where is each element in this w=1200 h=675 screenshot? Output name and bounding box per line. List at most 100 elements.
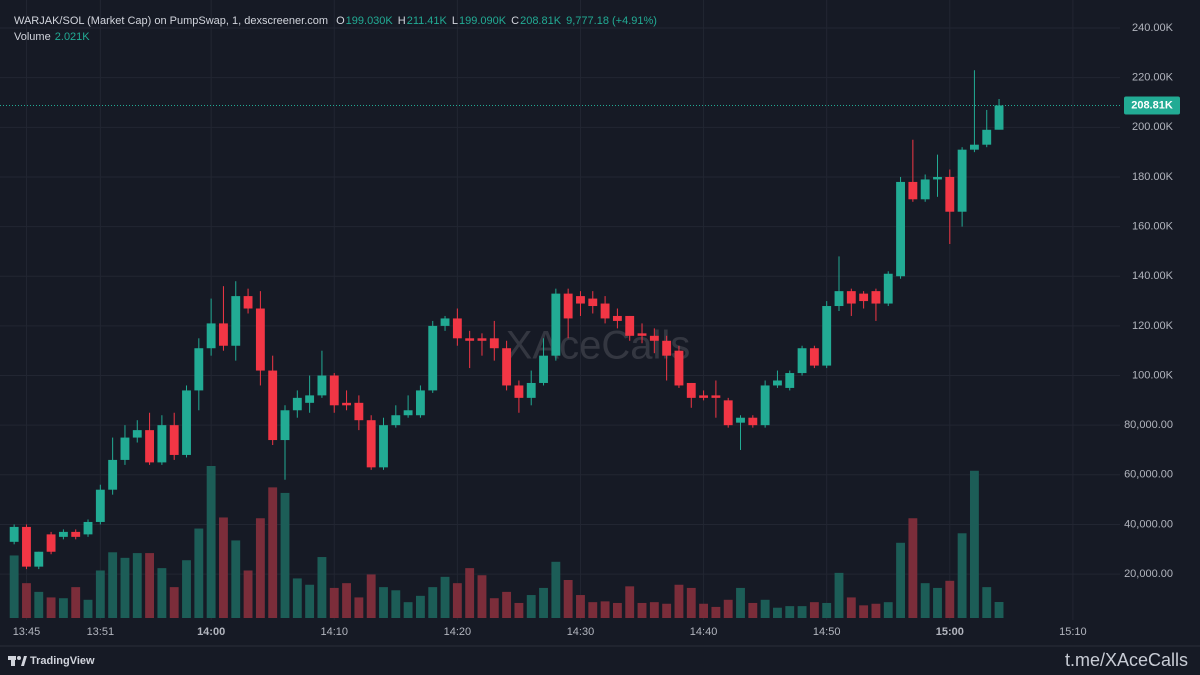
volume-bar (342, 583, 351, 618)
candle-body (797, 348, 807, 374)
volume-bar (329, 587, 339, 618)
y-tick-label: 160.00K (1132, 221, 1174, 233)
candle-body (58, 531, 68, 537)
volume-bar (809, 602, 819, 618)
candle-body (391, 415, 401, 426)
ohlc-value: 208.81K (520, 15, 562, 27)
volume-bar (280, 492, 290, 618)
candle-body (71, 531, 81, 537)
volume-bar (440, 576, 450, 618)
volume-bar (723, 599, 733, 618)
volume-bar (477, 575, 487, 618)
candle-body (354, 402, 364, 421)
candle-body (34, 551, 44, 567)
change: 9,777.18 (+4.91%) (566, 15, 657, 27)
volume-bar (428, 587, 438, 618)
volume-bar (194, 528, 204, 618)
candle-body (489, 338, 499, 349)
volume-bar (95, 570, 105, 618)
candle-body (563, 293, 573, 319)
volume-line: Volume 2.021K (14, 29, 658, 45)
volume-bar (145, 553, 155, 618)
volume-bar (686, 587, 696, 618)
candle-body (403, 410, 413, 416)
y-tick-label: 20,000.00 (1124, 568, 1173, 580)
candle-body (329, 375, 339, 406)
volume-bar (797, 606, 807, 618)
volume-bar (588, 602, 598, 618)
y-tick-label: 120.00K (1132, 320, 1174, 332)
volume-bar (403, 602, 413, 618)
candle-body (194, 348, 204, 391)
volume-bar (539, 587, 548, 618)
volume-bar (945, 580, 955, 618)
tradingview-logo (8, 656, 27, 666)
candle-body (514, 385, 524, 398)
candle-body (428, 325, 438, 391)
y-tick-label: 140.00K (1132, 270, 1174, 282)
volume-bar (231, 540, 241, 618)
candle-body (551, 293, 561, 356)
candle-body (379, 425, 388, 468)
x-tick-label: 14:30 (567, 626, 595, 638)
y-tick-label: 80,000.00 (1124, 419, 1173, 431)
candle-body (108, 459, 118, 490)
candle-body (711, 395, 721, 398)
volume-bar (957, 533, 967, 618)
volume-bar (219, 517, 228, 618)
candle-body (785, 373, 795, 388)
header-line: WARJAK/SOL (Market Cap) on PumpSwap, 1, … (14, 13, 658, 29)
x-tick-label: 15:00 (936, 626, 964, 638)
volume-bar (305, 584, 315, 618)
volume-bar (83, 599, 93, 618)
candle-body (957, 149, 967, 212)
candle-body (859, 293, 869, 302)
volume-bar (120, 557, 130, 618)
ohlc-value: 199.030K (345, 15, 393, 27)
candle-body (686, 382, 696, 398)
candle-body (46, 534, 56, 552)
volume-bar (514, 602, 524, 618)
volume-bar (699, 603, 709, 618)
volume-bar (773, 607, 782, 618)
candle-body (477, 338, 487, 341)
volume-bar (169, 587, 179, 618)
candle-body (9, 526, 19, 542)
candle-body (95, 489, 105, 522)
symbol-title: WARJAK/SOL (Market Cap) on PumpSwap, 1, … (14, 15, 329, 27)
volume-bar (46, 597, 56, 618)
candle-body (255, 308, 265, 371)
volume-bar (982, 587, 992, 618)
x-tick-label: 14:00 (197, 626, 225, 638)
volume-bar (58, 598, 68, 618)
x-tick-label: 14:20 (444, 626, 472, 638)
ohlc: O199.030K H211.41K L199.090K C208.81K (332, 15, 562, 27)
candle-body (539, 355, 548, 383)
y-tick-label: 180.00K (1132, 171, 1174, 183)
candle-body (132, 430, 142, 438)
volume-bar (132, 553, 142, 618)
x-tick-label: 14:50 (813, 626, 841, 638)
volume-bar (268, 487, 278, 618)
volume-bar (637, 602, 647, 618)
candle-body (933, 176, 942, 180)
candle-body (465, 338, 475, 341)
price-label: 208.81K (1131, 99, 1173, 111)
candle-body (600, 303, 610, 319)
candle-body (83, 521, 93, 535)
volume-bar (317, 557, 327, 618)
candle-body (415, 390, 425, 416)
volume-bar (489, 598, 499, 618)
y-tick-label: 200.00K (1132, 121, 1174, 133)
volume-bar (502, 591, 512, 618)
volume-bar (206, 466, 216, 618)
volume-bar (612, 602, 622, 618)
volume-bar (292, 578, 302, 618)
volume-bar (674, 584, 684, 618)
candle-body (145, 430, 155, 463)
x-tick-label: 14:10 (320, 626, 348, 638)
volume-bar (366, 574, 376, 618)
x-tick-label: 13:51 (87, 626, 115, 638)
volume-bar (908, 518, 918, 618)
